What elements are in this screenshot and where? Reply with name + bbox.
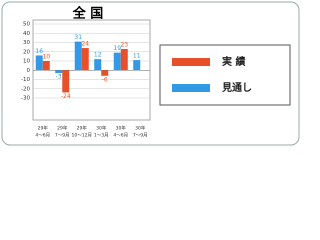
value-label: 24 [81,41,89,48]
y-tick-label: 40 [23,31,30,37]
value-label: 10 [42,54,50,61]
bar [55,70,63,74]
y-tick-label: 20 [23,49,30,55]
value-label: -24 [61,93,71,100]
legend-label: 見通し [221,82,252,94]
x-tick-label: 4〜6月 [113,133,128,139]
value-label: -6 [102,76,108,83]
y-tick-label: -20 [21,86,30,92]
x-tick-label: 1〜3月 [94,133,109,139]
x-tick-label: 29年 [57,125,68,132]
x-tick-label: 7〜9月 [55,133,70,139]
y-tick-label: 30 [23,40,30,46]
legend-swatch [172,84,210,92]
y-tick-label: -10 [21,77,30,83]
bar [81,48,89,71]
x-tick-label: 7〜9月 [133,133,148,139]
value-label: 12 [94,52,102,59]
x-tick-label: 30年 [96,125,107,132]
x-tick-label: 30年 [135,125,146,132]
bar [113,52,121,71]
value-label: 23 [120,41,128,48]
bar [101,70,109,76]
bar [42,61,50,71]
value-label: 16 [35,48,43,55]
y-tick-label: 0 [27,68,31,74]
chart: 全 国 -30-20-100102030405029年4〜6月161029年7〜… [1,1,300,146]
y-tick-label: 10 [23,59,30,65]
value-label: 11 [133,53,141,60]
chart-title: 全 国 [72,6,104,22]
legend-box [159,44,291,106]
x-tick-label: 10〜12月 [72,133,92,139]
value-label: -3 [56,74,62,81]
y-tick-label: -30 [21,96,30,102]
bar [94,59,102,71]
x-tick-label: 30年 [116,125,127,132]
legend-swatch [172,58,210,66]
x-tick-label: 29年 [77,125,88,132]
value-label: 31 [74,34,82,41]
bar [35,55,43,71]
x-tick-label: 29年 [38,125,49,132]
y-tick-label: 50 [23,22,30,28]
value-label: 19 [113,45,121,52]
bar [120,48,128,71]
bar [74,41,82,71]
legend-label: 実 績 [222,55,245,68]
x-tick-label: 4〜6月 [35,133,50,139]
bar [62,70,70,93]
bar [133,60,141,71]
